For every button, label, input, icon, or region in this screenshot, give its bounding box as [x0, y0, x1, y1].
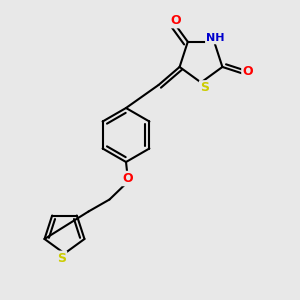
- Text: NH: NH: [206, 33, 225, 43]
- Text: O: O: [242, 65, 253, 78]
- Text: O: O: [170, 14, 181, 27]
- Text: O: O: [122, 172, 133, 185]
- Text: S: S: [200, 81, 209, 94]
- Text: S: S: [57, 252, 66, 265]
